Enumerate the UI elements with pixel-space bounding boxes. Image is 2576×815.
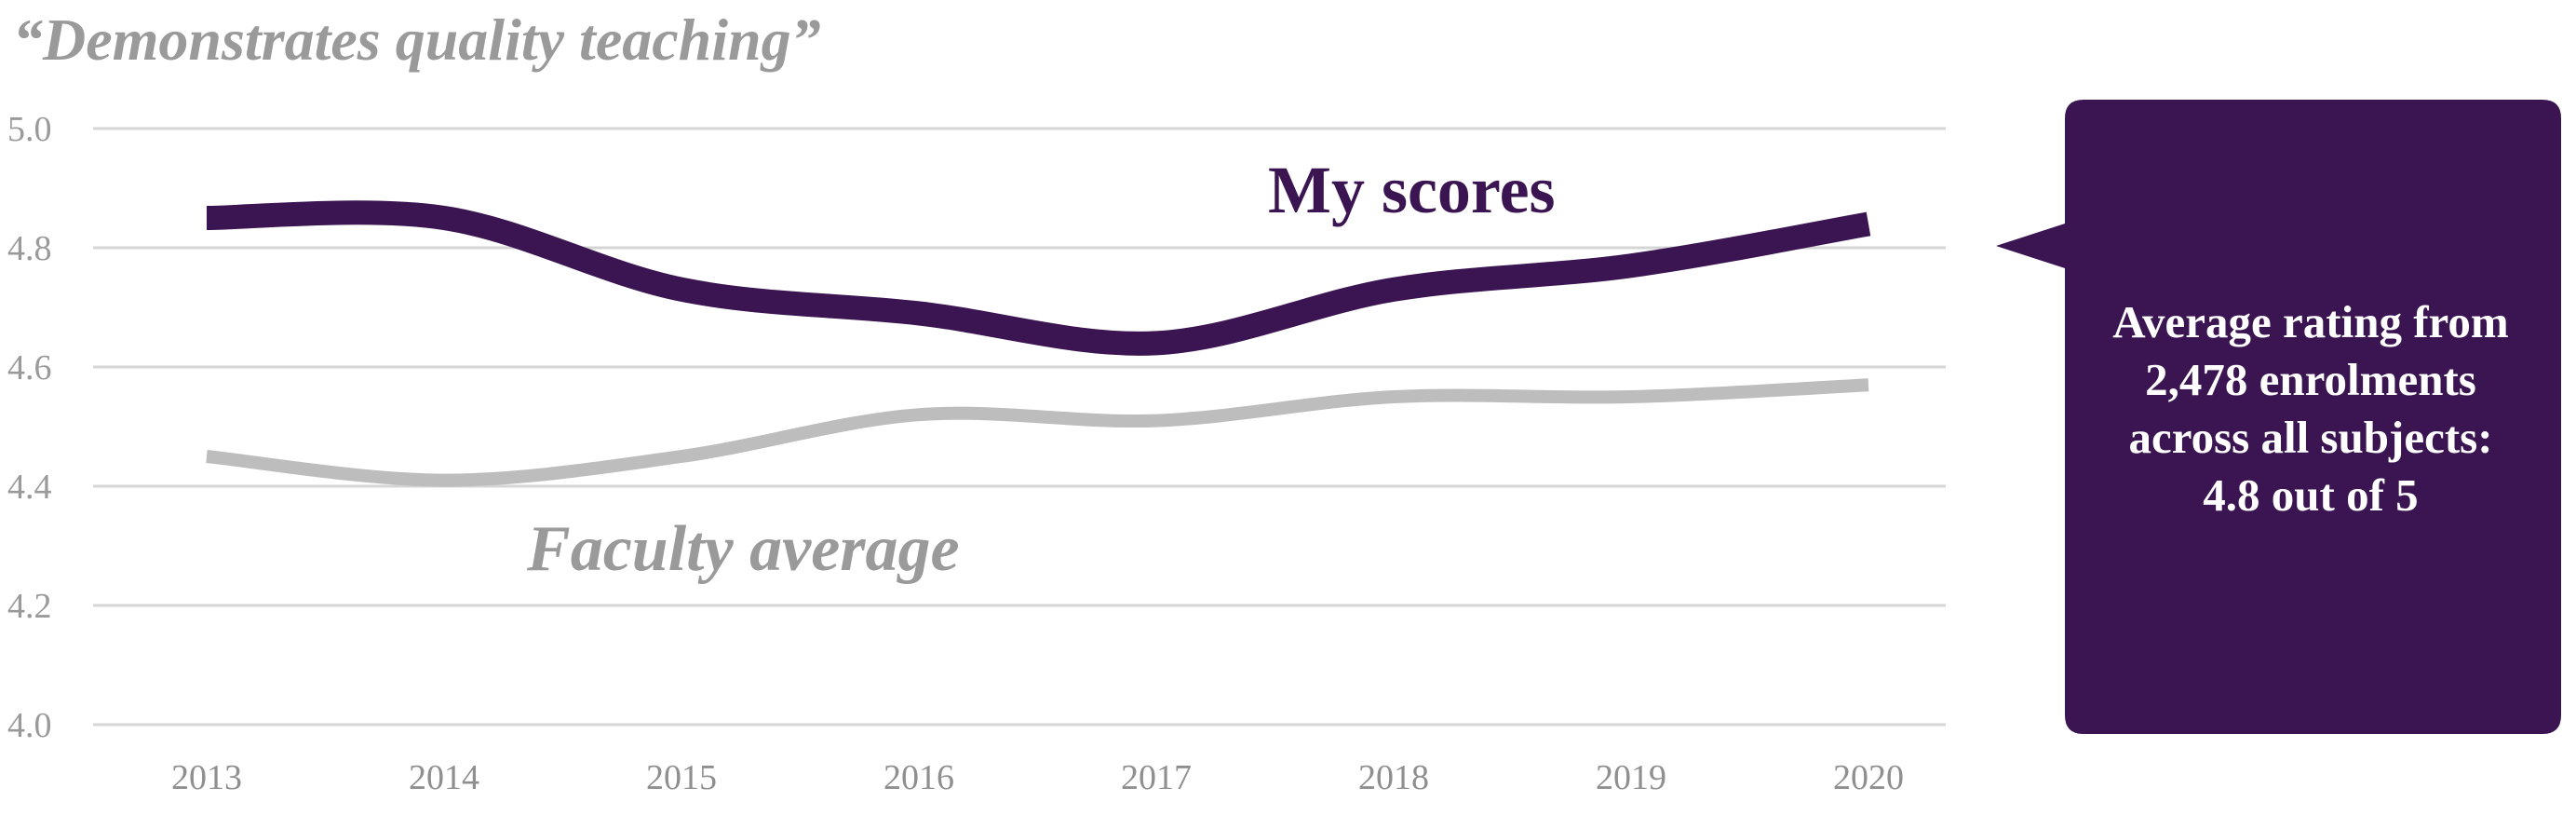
x-tick-label: 2020: [1833, 758, 1904, 797]
x-tick-label: 2015: [646, 758, 717, 797]
y-axis-ticks: 4.0 4.2 4.4 4.6 4.8 5.0: [7, 110, 52, 745]
y-tick-label: 4.8: [7, 229, 52, 268]
y-tick-label: 4.4: [7, 468, 52, 507]
y-tick-label: 4.0: [7, 706, 52, 745]
x-axis-ticks: 2013 2014 2015 2016 2017 2018 2019 2020: [171, 758, 1904, 797]
x-tick-label: 2016: [883, 758, 954, 797]
series-lines: [206, 200, 1871, 487]
x-tick-label: 2017: [1121, 758, 1192, 797]
series-line-my-scores: [206, 200, 1871, 356]
chart-title: “Demonstrates quality teaching”: [13, 7, 821, 73]
x-tick-label: 2019: [1596, 758, 1666, 797]
series-line-faculty-average: [206, 378, 1869, 487]
series-label-faculty-average: Faculty average: [526, 513, 960, 585]
y-tick-label: 4.2: [7, 587, 52, 626]
series-label-my-scores: My scores: [1268, 153, 1556, 227]
y-tick-label: 5.0: [7, 110, 52, 149]
callout-text: Average rating from 2,478 enrolments acr…: [2112, 296, 2509, 521]
callout-box: [1996, 100, 2561, 734]
x-tick-label: 2013: [171, 758, 242, 797]
x-tick-label: 2014: [409, 758, 479, 797]
x-tick-label: 2018: [1358, 758, 1429, 797]
y-tick-label: 4.6: [7, 348, 52, 387]
gridlines: [93, 127, 1946, 727]
